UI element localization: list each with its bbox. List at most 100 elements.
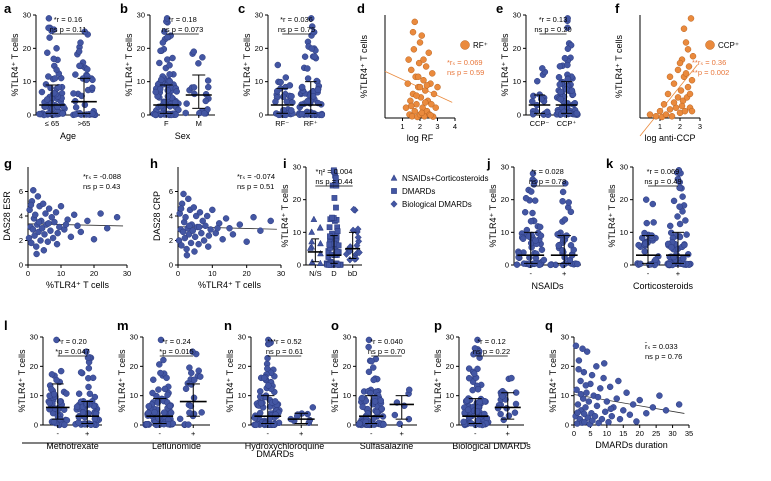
data-point	[33, 243, 40, 250]
data-point	[283, 98, 291, 105]
data-point	[51, 75, 59, 82]
data-point	[304, 75, 312, 82]
data-point	[152, 111, 159, 119]
data-point	[522, 194, 530, 202]
data-point	[530, 92, 537, 100]
y-tick-label: 20	[446, 362, 454, 371]
data-point	[574, 401, 582, 408]
data-point	[309, 93, 317, 100]
y-tick-label: 30	[23, 11, 31, 20]
p-value-stat: ns p = 0.76	[645, 352, 682, 361]
data-point	[196, 209, 204, 216]
data-point	[166, 71, 173, 78]
data-point	[373, 408, 381, 416]
data-point	[57, 367, 65, 375]
data-point	[629, 401, 637, 408]
data-point	[564, 45, 572, 52]
p-value-stat: ns p = 0.51	[237, 182, 274, 191]
y-tick-label: 0	[27, 111, 31, 120]
data-point	[149, 389, 156, 397]
y-axis-label: %TLR4⁺ T cells	[242, 33, 252, 96]
data-point	[38, 225, 46, 232]
data-point	[539, 65, 546, 72]
y-axis-label: %TLR4⁺ T cells	[548, 349, 558, 412]
x-category-label: ≤ 65	[45, 119, 60, 128]
data-point	[554, 231, 561, 238]
data-point	[642, 196, 650, 203]
x-tick-label: 3	[435, 122, 439, 131]
data-point	[50, 55, 57, 63]
data-point	[676, 184, 683, 192]
data-point	[183, 245, 190, 253]
panel-letter-q: q	[545, 318, 553, 333]
data-point	[33, 250, 40, 258]
y-tick-label: 0	[297, 261, 301, 270]
effect-size-stat: *rₛ = 0.069	[447, 58, 483, 67]
data-point	[159, 39, 167, 46]
x-axis-label: Corticosteroids	[633, 281, 694, 291]
data-point	[411, 18, 418, 26]
y-tick-label: 4	[19, 212, 23, 221]
data-point	[679, 208, 686, 215]
data-point	[207, 226, 214, 233]
y-tick-label: 20	[293, 195, 301, 204]
data-point	[54, 229, 61, 237]
data-point	[306, 416, 314, 424]
data-point	[562, 180, 569, 187]
data-point	[334, 228, 341, 235]
data-point	[90, 236, 98, 243]
data-point	[404, 80, 411, 87]
x-axis-label: NSAIDs	[531, 281, 564, 291]
data-point	[273, 87, 281, 95]
x-category-label: bD	[348, 269, 358, 278]
data-point	[45, 220, 52, 227]
effect-size-stat: *r = 0.040	[370, 337, 403, 346]
data-point	[77, 39, 84, 46]
x-tick-label: 10	[208, 269, 216, 278]
data-point	[529, 209, 536, 217]
data-point	[683, 231, 690, 238]
p-value-stat: **p = 0.002	[692, 68, 729, 77]
data-point	[354, 225, 362, 233]
data-point	[204, 77, 212, 84]
data-point	[428, 101, 435, 108]
data-point	[229, 231, 237, 238]
data-point	[306, 244, 314, 251]
x-tick-label: 5	[588, 429, 592, 438]
data-point	[565, 199, 572, 206]
effect-size-stat: *rₛ = -0.074	[237, 172, 275, 181]
data-point	[666, 106, 674, 113]
effect-size-stat: *r = 0.036	[280, 15, 313, 24]
y-tick-label: 10	[513, 77, 521, 86]
x-category-label: CCP⁺	[557, 119, 577, 128]
x-tick-label: 1	[658, 122, 662, 131]
y-axis-label: %TLR4⁺ T cells	[117, 349, 127, 412]
x-category-label: -	[57, 429, 60, 438]
y-tick-label: 10	[561, 391, 569, 400]
data-point	[202, 97, 210, 105]
data-point	[606, 383, 614, 391]
data-point	[355, 248, 363, 257]
y-axis-label: DAS28 CRP	[152, 191, 162, 241]
data-point	[668, 244, 675, 251]
data-point	[183, 100, 190, 107]
data-point	[304, 410, 311, 418]
p-value-stat: ns p = 0.20	[534, 25, 571, 34]
data-point	[603, 398, 611, 405]
y-tick-label: 10	[620, 228, 628, 237]
data-point	[410, 46, 418, 53]
x-tick-label: 10	[603, 429, 611, 438]
data-point	[512, 400, 520, 408]
data-point	[190, 48, 198, 55]
data-point	[593, 402, 601, 410]
p-value-stat: *p = 0.047	[55, 347, 89, 356]
data-point	[185, 421, 192, 428]
panel-letter-a: a	[4, 1, 12, 16]
data-point	[177, 205, 185, 212]
data-point	[186, 222, 193, 230]
data-point	[556, 81, 563, 88]
y-tick-label: 30	[293, 163, 301, 172]
